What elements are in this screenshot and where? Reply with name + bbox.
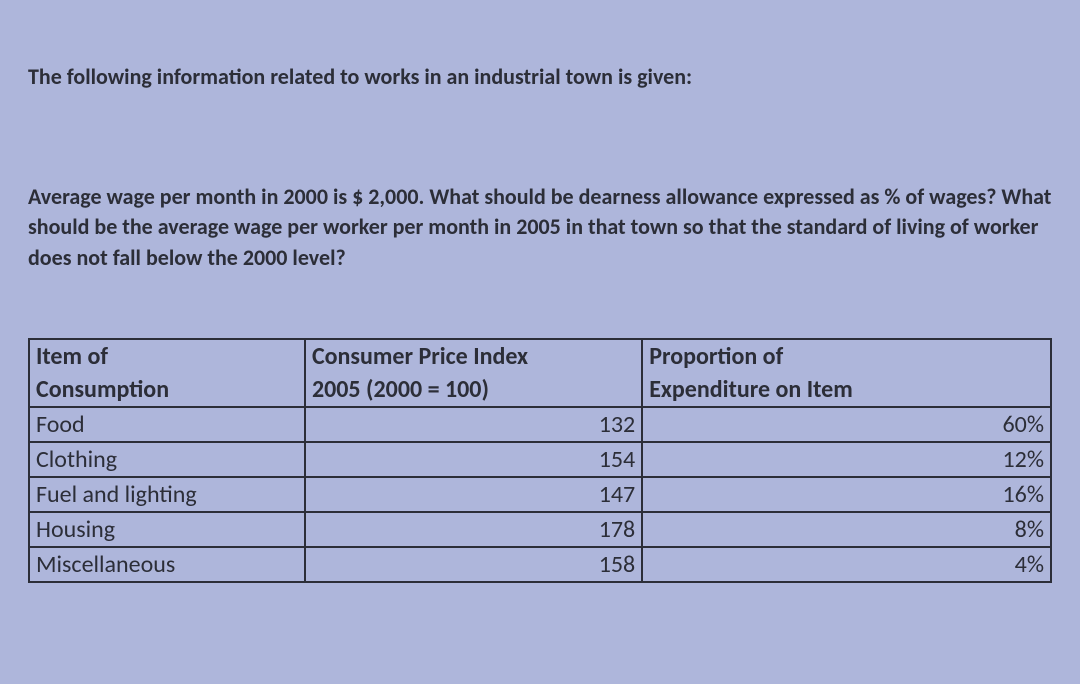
table-row: Food 132 60% xyxy=(29,407,1051,442)
cell-prop: 16% xyxy=(642,477,1051,512)
header-cpi-line1: Consumer Price Index xyxy=(305,339,642,373)
cell-item: Food xyxy=(29,407,305,442)
header-cpi-line2: 2005 (2000 = 100) xyxy=(305,373,642,407)
table-header-row-2: Consumption 2005 (2000 = 100) Expenditur… xyxy=(29,373,1051,407)
header-item-line1: Item of xyxy=(29,339,305,373)
cell-prop: 60% xyxy=(642,407,1051,442)
cell-item: Clothing xyxy=(29,442,305,477)
cell-prop: 12% xyxy=(642,442,1051,477)
header-prop-line2: Expenditure on Item xyxy=(642,373,1051,407)
cell-cpi: 147 xyxy=(305,477,642,512)
cell-item: Fuel and lighting xyxy=(29,477,305,512)
cpi-table: Item of Consumer Price Index Proportion … xyxy=(28,338,1052,583)
cell-prop: 4% xyxy=(642,547,1051,582)
cell-prop: 8% xyxy=(642,512,1051,547)
cell-cpi: 178 xyxy=(305,512,642,547)
cell-cpi: 154 xyxy=(305,442,642,477)
table-header-row-1: Item of Consumer Price Index Proportion … xyxy=(29,339,1051,373)
intro-text: The following information related to wor… xyxy=(28,62,1052,92)
table-row: Miscellaneous 158 4% xyxy=(29,547,1051,582)
table-row: Housing 178 8% xyxy=(29,512,1051,547)
header-item-line2: Consumption xyxy=(29,373,305,407)
cell-cpi: 158 xyxy=(305,547,642,582)
page: The following information related to wor… xyxy=(0,0,1080,583)
cell-item: Housing xyxy=(29,512,305,547)
question-text: Average wage per month in 2000 is $ 2,00… xyxy=(28,182,1052,274)
header-prop-line1: Proportion of xyxy=(642,339,1051,373)
cell-cpi: 132 xyxy=(305,407,642,442)
table-row: Fuel and lighting 147 16% xyxy=(29,477,1051,512)
table-row: Clothing 154 12% xyxy=(29,442,1051,477)
cell-item: Miscellaneous xyxy=(29,547,305,582)
